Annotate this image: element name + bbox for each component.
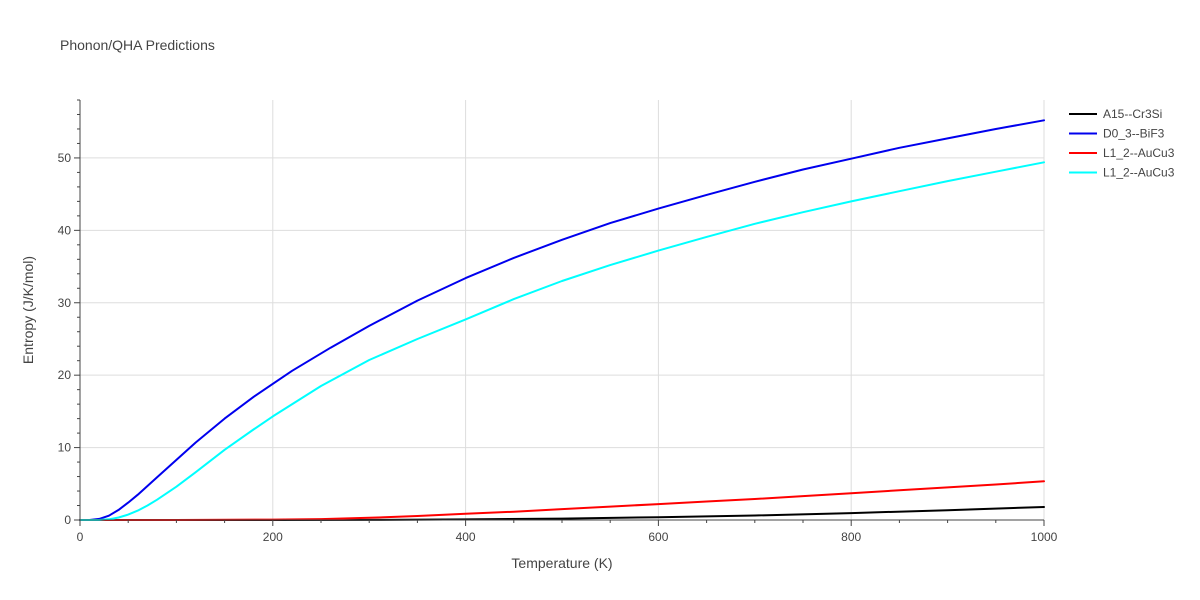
x-axis-title: Temperature (K) bbox=[511, 555, 612, 571]
legend-item-1[interactable]: D0_3--BiF3 bbox=[1069, 127, 1165, 141]
x-tick-label: 200 bbox=[263, 530, 283, 544]
y-tick-label: 50 bbox=[58, 151, 72, 165]
gridlines bbox=[80, 100, 1045, 520]
y-tick-label: 10 bbox=[58, 441, 72, 455]
legend-label: L1_2--AuCu3 bbox=[1103, 146, 1175, 160]
y-tick-label: 0 bbox=[64, 513, 71, 527]
plot-area bbox=[79, 119, 1045, 521]
y-tick-label: 30 bbox=[58, 296, 72, 310]
y-tick-label: 40 bbox=[58, 223, 72, 237]
x-tick-label: 0 bbox=[77, 530, 84, 544]
x-tick-label: 600 bbox=[648, 530, 668, 544]
legend-item-2[interactable]: L1_2--AuCu3 bbox=[1069, 146, 1175, 160]
legend-item-0[interactable]: A15--Cr3Si bbox=[1069, 107, 1162, 121]
legend-label: A15--Cr3Si bbox=[1103, 107, 1162, 121]
chart-title: Phonon/QHA Predictions bbox=[60, 37, 215, 53]
x-tick-label: 1000 bbox=[1031, 530, 1058, 544]
axes: 0 200 400 600 800 1000 0 10 20 30 40 50 bbox=[58, 99, 1058, 544]
series-line-1 bbox=[79, 119, 1045, 521]
series-line-3 bbox=[79, 161, 1045, 521]
y-tick-label: 20 bbox=[58, 368, 72, 382]
series-line-2 bbox=[79, 480, 1045, 521]
x-tick-label: 400 bbox=[456, 530, 476, 544]
legend[interactable]: A15--Cr3Si D0_3--BiF3 L1_2--AuCu3 L1_2--AuC… bbox=[1069, 107, 1175, 180]
legend-label: L1_2--AuCu3 bbox=[1103, 166, 1175, 180]
y-axis-title: Entropy (J/K/mol) bbox=[20, 256, 36, 364]
legend-label: D0_3--BiF3 bbox=[1103, 127, 1165, 141]
legend-item-3[interactable]: L1_2--AuCu3 bbox=[1069, 166, 1175, 180]
x-tick-label: 800 bbox=[841, 530, 861, 544]
